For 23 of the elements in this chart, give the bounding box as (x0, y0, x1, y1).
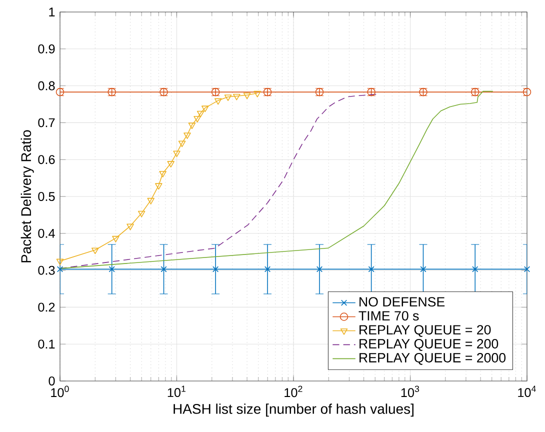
y-tick-label: 0.7 (38, 118, 55, 128)
y-tick-label: 0 (48, 376, 55, 386)
legend-label: TIME 70 s (358, 311, 419, 321)
legend-label: NO DEFENSE (360, 297, 445, 307)
x-axis-title: HASH list size [number of hash values] (174, 404, 414, 417)
y-tick-label: 0.3 (38, 266, 55, 275)
legend-label: REPLAY QUEUE = 2000 (360, 353, 506, 365)
x-tick-label: 10$^{4}$ (518, 386, 536, 398)
y-tick-label: 0.8 (38, 81, 55, 90)
x-tick-label: 10$^{3}$ (401, 386, 420, 398)
y-axis-title: Packet Delivery Ratio (20, 130, 34, 262)
y-tick-label: 0.5 (38, 192, 55, 201)
y-tick-label: 0.6 (38, 155, 55, 164)
x-tick-label: 10$^{0}$ (51, 386, 69, 398)
y-tick-label: 0.4 (38, 228, 55, 238)
legend-label: REPLAY QUEUE = 200 (360, 339, 498, 351)
legend-label: REPLAY QUEUE = 20 (360, 325, 491, 337)
x-tick-label: 10$^{1}$ (168, 386, 186, 398)
y-tick-label: 1 (49, 8, 55, 16)
y-tick-label: 0.1 (38, 340, 55, 349)
y-tick-label: 0.9 (38, 44, 55, 54)
x-tick-label: 10$^{2}$ (284, 386, 302, 398)
y-tick-label: 0.2 (38, 302, 55, 312)
